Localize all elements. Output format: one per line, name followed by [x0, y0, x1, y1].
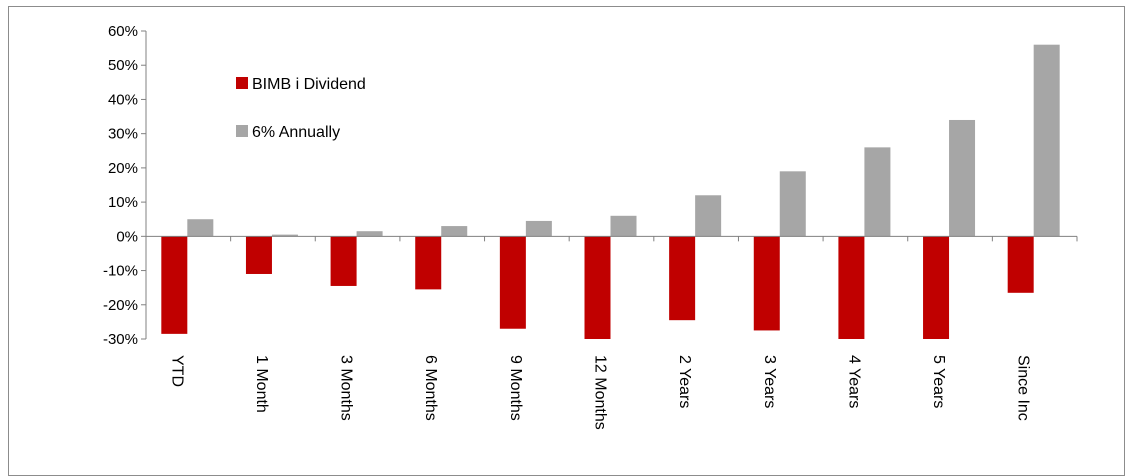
bar-bimb-1 — [245, 236, 272, 274]
bar-bimb-10 — [1007, 236, 1034, 293]
y-tick-label: 40% — [108, 91, 138, 108]
y-tick-label: -10% — [103, 263, 138, 280]
bar-bimb-9 — [923, 236, 950, 339]
y-tick-label: 20% — [108, 160, 138, 177]
bar-bimb-3 — [415, 236, 442, 290]
x-category-label: 5 Years — [930, 355, 947, 408]
bar-six-pct-8 — [864, 147, 891, 237]
y-axis: 60% 50% 40% 30% 20% 10% 0% -10% -20% -30% — [103, 23, 147, 348]
legend-swatch-1 — [236, 125, 248, 137]
bar-bimb-5 — [584, 236, 611, 339]
bar-six-pct-9 — [949, 119, 976, 237]
legend-label: BIMB i Dividend — [252, 76, 366, 93]
bars — [161, 44, 1060, 339]
y-tick-label: -30% — [103, 331, 138, 348]
bar-bimb-6 — [669, 236, 696, 321]
y-tick-label: 30% — [108, 126, 138, 143]
x-axis: YTD 1 Month 3 Months 6 Months 9 Months 12 Mon… — [145, 235, 1078, 430]
x-category-label: 3 Months — [338, 355, 355, 421]
bar-six-pct-10 — [1033, 44, 1060, 237]
bar-chart: 60% 50% 40% 30% 20% 10% 0% -10% -20% -30% YTD 1 Mo… — [103, 23, 1078, 430]
x-category-label: 12 Months — [592, 355, 609, 430]
bar-six-pct-3 — [441, 226, 468, 237]
legend-label: 6% Annually — [252, 124, 340, 141]
legend-swatch-0 — [236, 77, 248, 89]
x-category-label: YTD — [168, 355, 185, 387]
x-category-label: 3 Years — [761, 355, 778, 408]
y-tick-label: 0% — [116, 228, 138, 245]
x-category-label: Since Inc — [1015, 355, 1032, 421]
bar-bimb-8 — [838, 236, 865, 339]
bar-six-pct-2 — [356, 231, 383, 237]
bar-six-pct-6 — [695, 195, 722, 237]
y-tick-label: -20% — [103, 297, 138, 314]
bar-bimb-4 — [499, 236, 526, 329]
bar-bimb-0 — [161, 236, 188, 334]
chart-frame: 60% 50% 40% 30% 20% 10% 0% -10% -20% -30% YTD 1 Mo… — [8, 6, 1125, 476]
x-category-label: 9 Months — [507, 355, 524, 421]
bar-six-pct-7 — [779, 171, 806, 237]
y-tick-label: 60% — [108, 23, 138, 40]
y-tick-label: 50% — [108, 57, 138, 74]
bar-six-pct-0 — [187, 219, 214, 237]
x-category-label: 6 Months — [422, 355, 439, 421]
bar-bimb-7 — [753, 236, 780, 331]
x-category-label: 2 Years — [676, 355, 693, 408]
bar-six-pct-1 — [271, 234, 298, 237]
x-category-label: 1 Month — [253, 355, 270, 413]
x-category-label: 4 Years — [845, 355, 862, 408]
legend: BIMB i Dividend 6% Annually — [236, 76, 366, 141]
bar-six-pct-4 — [525, 220, 552, 237]
bar-bimb-2 — [330, 236, 357, 286]
bar-six-pct-5 — [610, 215, 637, 237]
y-tick-label: 10% — [108, 194, 138, 211]
